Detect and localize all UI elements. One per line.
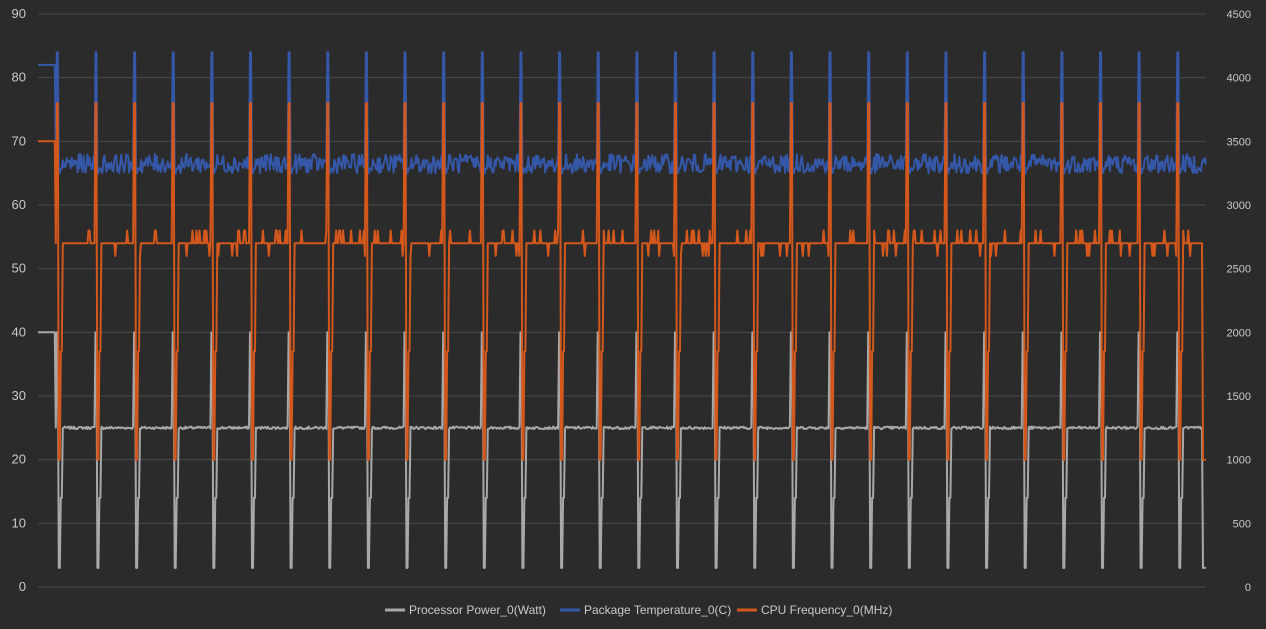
- right-tick-label: 3500: [1227, 136, 1251, 148]
- left-tick-label: 80: [12, 70, 26, 85]
- right-y-axis: 0 500 1000 1500 2000 2500 3000 3500 4000 4500: [1227, 9, 1251, 594]
- series-layer: [38, 51, 1207, 569]
- legend-label: Processor Power_0(Watt): [409, 603, 546, 617]
- right-tick-label: 3000: [1227, 200, 1251, 212]
- right-tick-label: 2500: [1227, 264, 1251, 276]
- left-tick-label: 40: [12, 324, 26, 339]
- right-tick-label: 500: [1233, 518, 1251, 530]
- left-tick-label: 10: [12, 515, 26, 530]
- grid-layer: [38, 13, 1206, 588]
- legend-label: Package Temperature_0(C): [584, 603, 731, 617]
- left-tick-label: 30: [12, 388, 26, 403]
- left-y-axis: 0 10 20 30 40 50 60 70 80 90: [12, 6, 26, 594]
- left-tick-label: 90: [12, 6, 26, 21]
- left-tick-label: 50: [12, 261, 26, 276]
- left-tick-label: 0: [19, 579, 26, 594]
- right-tick-label: 1500: [1227, 391, 1251, 403]
- series-line-2: [38, 51, 1207, 175]
- left-tick-label: 70: [12, 133, 26, 148]
- legend-label: CPU Frequency_0(MHz): [761, 603, 892, 617]
- left-tick-label: 20: [12, 452, 26, 467]
- right-tick-label: 2000: [1227, 327, 1251, 339]
- series-line-1: [38, 331, 1206, 569]
- right-tick-label: 4500: [1227, 9, 1251, 21]
- right-tick-label: 0: [1245, 582, 1251, 594]
- right-tick-label: 4000: [1227, 73, 1251, 85]
- legend: Processor Power_0(Watt) Package Temperatu…: [385, 603, 892, 617]
- left-tick-label: 60: [12, 197, 26, 212]
- right-tick-label: 1000: [1227, 455, 1251, 467]
- series-line-3: [38, 102, 1206, 461]
